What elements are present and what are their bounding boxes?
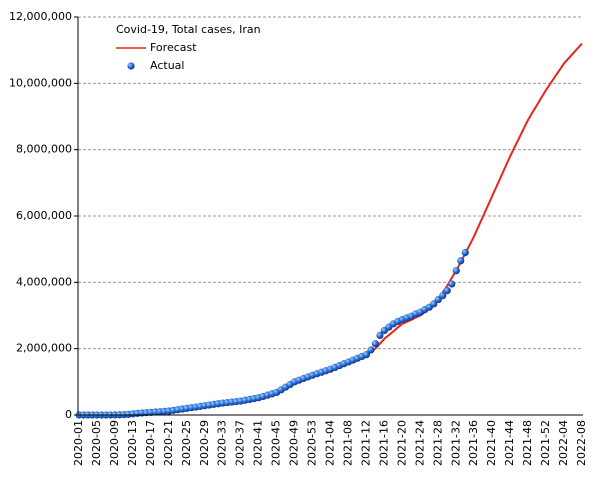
actual-point [371,340,380,348]
y-tick-label: 8,000,000 [16,143,72,156]
x-tick-label: 2022-08 [575,420,588,466]
x-tick-label: 2020-49 [288,420,301,466]
y-tick-label: 12,000,000 [9,10,72,23]
y-tick-label: 2,000,000 [16,342,72,355]
x-tick-label: 2020-45 [270,420,283,466]
x-tick-label: 2022-04 [557,420,570,466]
x-tick-label: 2021-44 [503,420,516,466]
x-tick-label: 2021-28 [431,420,444,466]
x-tick-label: 2020-41 [252,420,265,466]
grid [78,16,583,416]
x-tick-label: 2020-37 [234,420,247,466]
y-tick-label: 6,000,000 [16,209,72,222]
y-tick-label: 4,000,000 [16,275,72,288]
x-tick-label: 2020-25 [180,420,193,466]
y-tick-label: 10,000,000 [9,76,72,89]
legend-swatch [127,62,135,70]
x-tick-label: 2021-52 [539,420,552,466]
x-tick-label: 2021-12 [359,420,372,466]
actual-point [443,287,451,295]
forecast-line [79,42,583,416]
chart-title: Covid-19, Total cases, Iran [116,23,261,36]
x-tick-label: 2021-40 [485,420,498,466]
x-tick-label: 2020-13 [126,420,139,466]
actual-point [457,257,465,265]
x-tick-label: 2021-16 [377,420,390,466]
x-tick-label: 2021-04 [324,420,337,466]
x-tick-label: 2021-20 [395,420,408,466]
legend-label: Forecast [150,41,197,54]
y-tick-label: 0 [65,408,72,421]
actual-point [430,300,438,308]
actual-point [367,346,375,354]
x-tick-label: 2021-32 [449,420,462,466]
x-tick-label: 2021-08 [341,420,354,466]
plot [75,42,583,419]
x-tick-label: 2020-17 [144,420,157,466]
x-tick-label: 2020-21 [162,420,175,466]
x-tick-label: 2020-01 [72,420,85,466]
actual-point [461,248,469,257]
x-tick-label: 2021-24 [413,420,426,466]
x-tick-label: 2020-29 [198,420,211,466]
actual-point [376,331,384,339]
x-tick-label: 2020-09 [108,420,121,466]
actual-point [439,292,447,300]
x-tick-label: 2021-48 [521,420,534,466]
actual-point [448,280,456,288]
actual-point [362,351,371,359]
x-tick-label: 2020-05 [90,420,103,466]
actual-point [452,267,460,275]
x-tick-label: 2020-33 [216,420,229,466]
x-tick-label: 2021-36 [467,420,480,466]
x-tick-label: 2020-53 [306,420,319,466]
legend-label: Actual [150,59,184,72]
